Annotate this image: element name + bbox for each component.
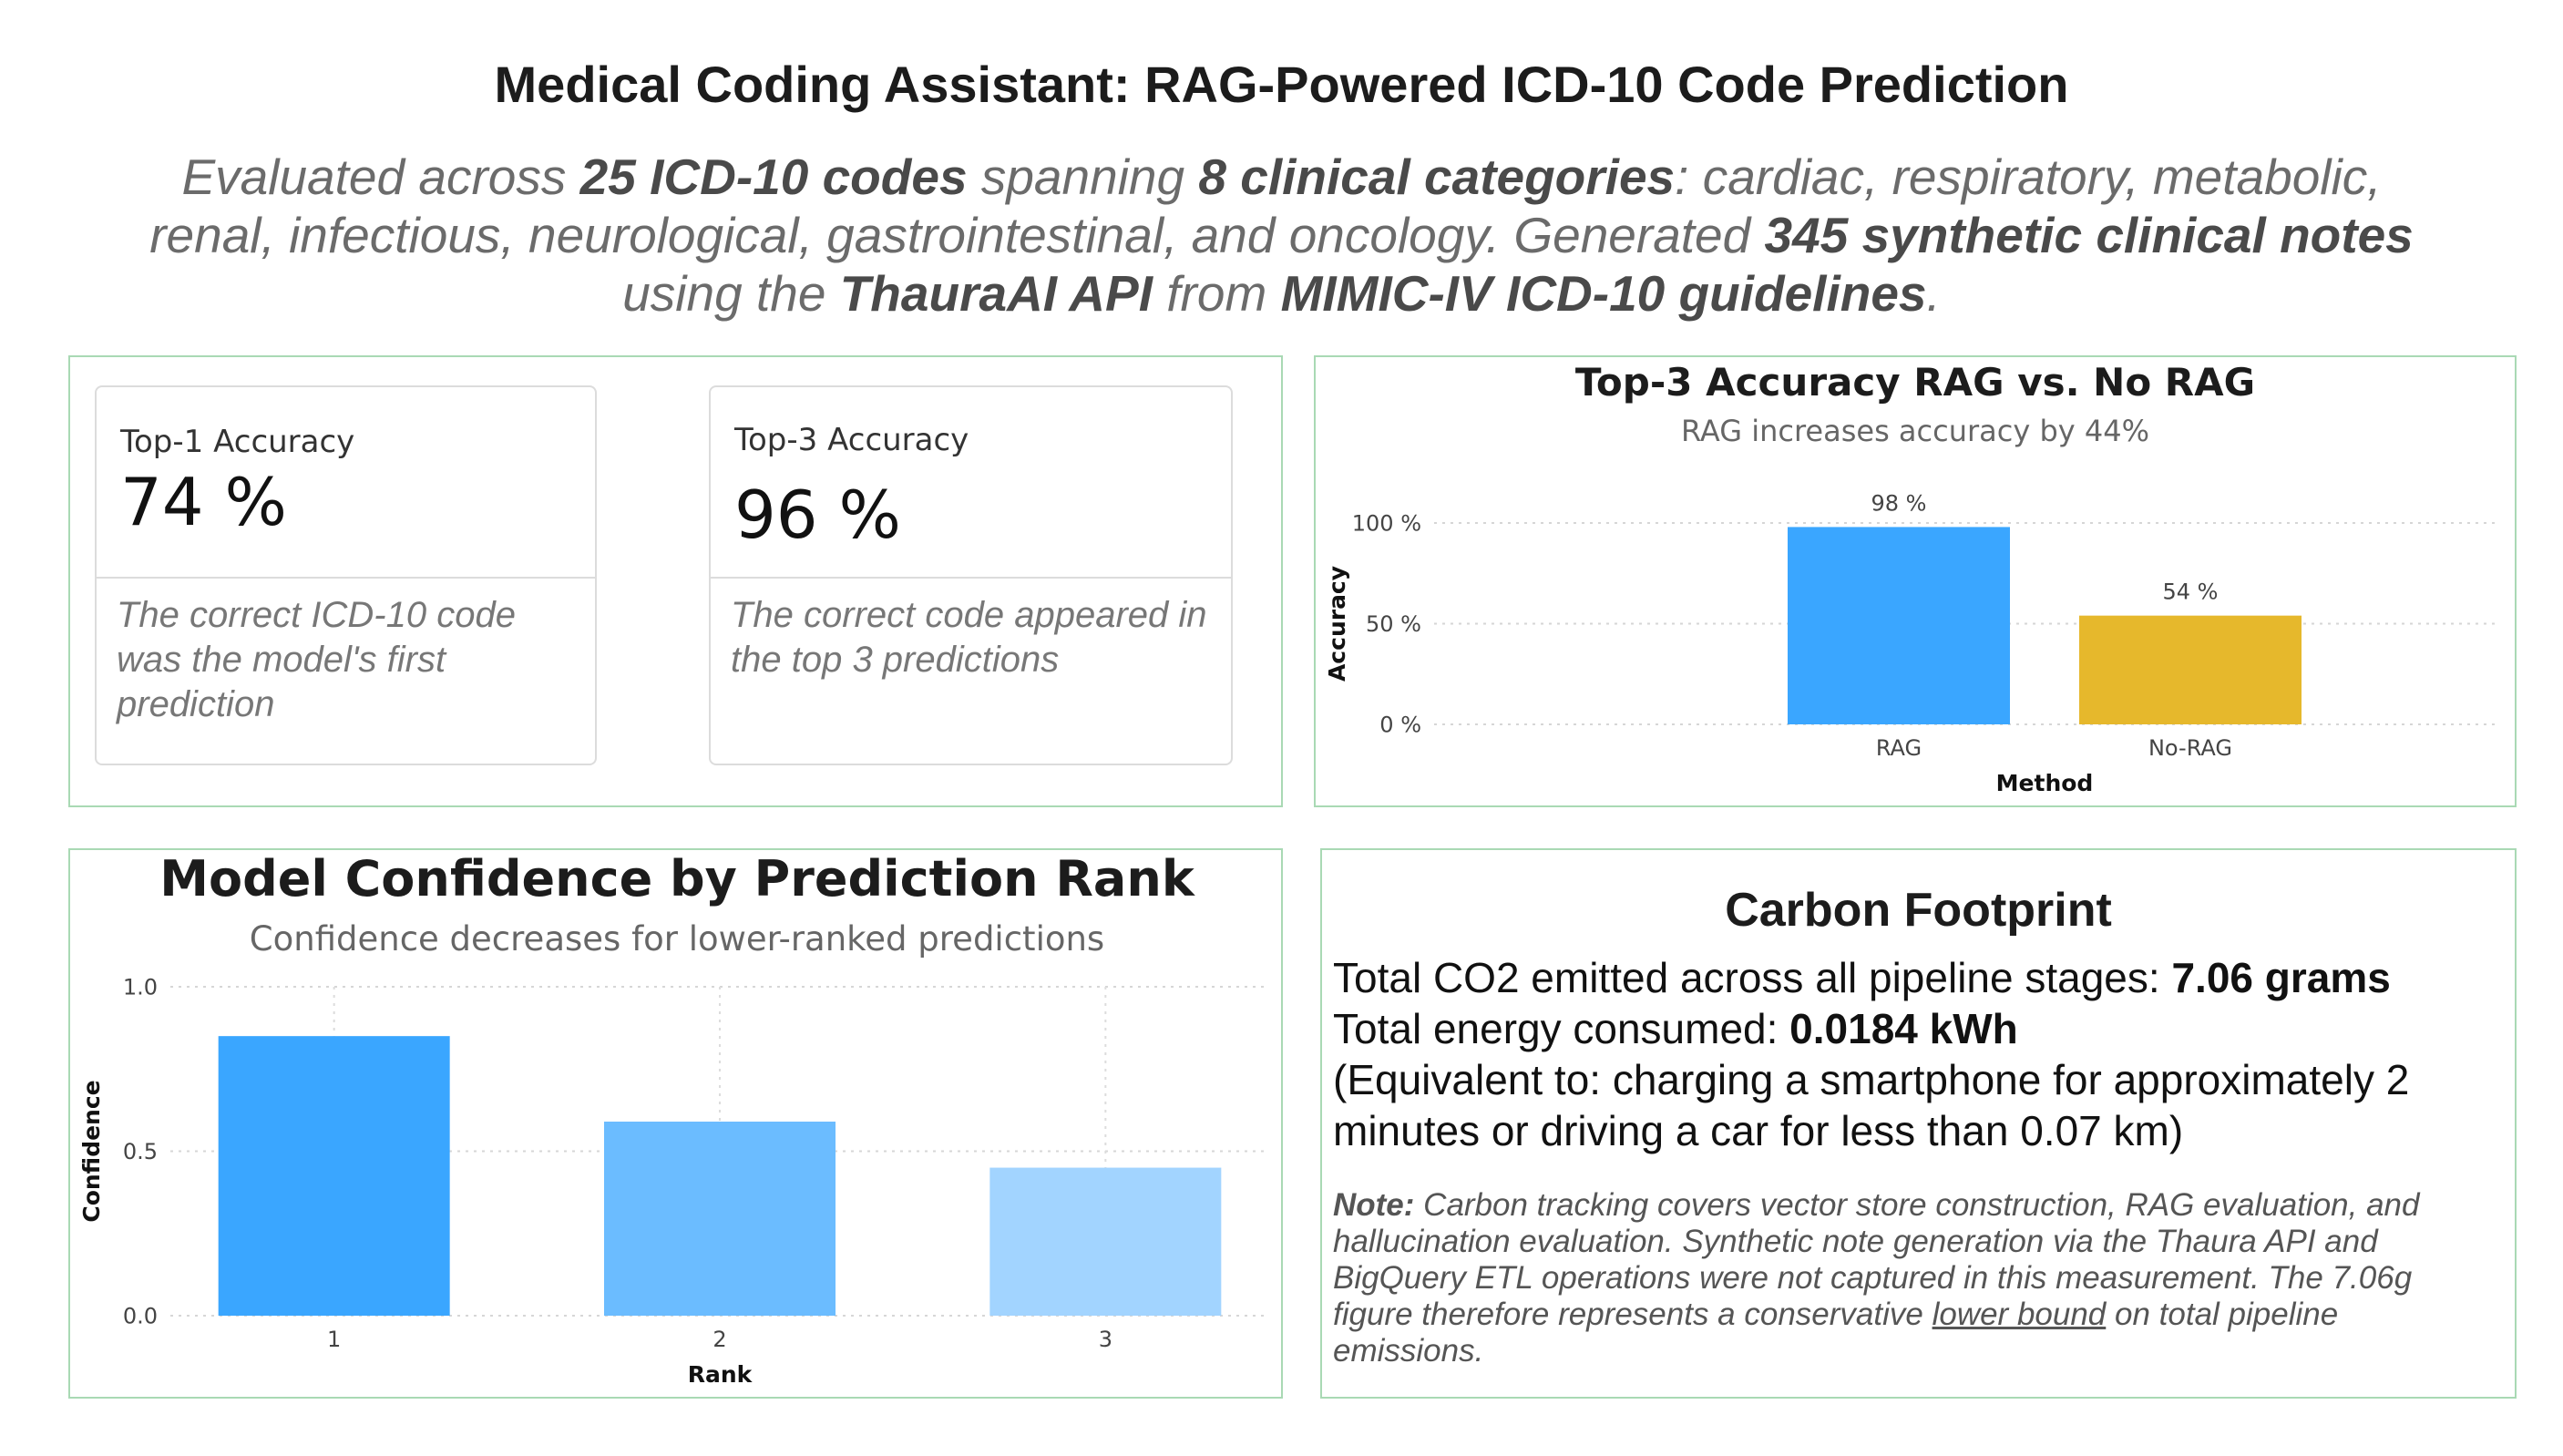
kpi-label: Top-1 Accuracy [120, 424, 355, 460]
subtitle-text-1: Evaluated across [181, 149, 580, 205]
data-label: 54 % [2163, 579, 2219, 605]
carbon-title: Carbon Footprint [1725, 884, 2112, 937]
carbon-note-text-a: Carbon tracking covers vector store cons… [1333, 1187, 2420, 1332]
y-axis-title: Accuracy [1324, 566, 1350, 682]
kpi-description: The correct code appeared in the top 3 p… [731, 595, 1207, 680]
carbon-co2-label: Total CO2 emitted across all pipeline st… [1333, 954, 2172, 1001]
kpi-label: Top-3 Accuracy [734, 422, 969, 458]
page-title: Medical Coding Assistant: RAG-Powered IC… [494, 56, 2069, 113]
subtitle-bold-guidelines: MIMIC-IV ICD-10 guidelines [1280, 265, 1927, 322]
kpi-divider [97, 577, 595, 579]
chart-title: Top-3 Accuracy RAG vs. No RAG [1575, 360, 2255, 405]
kpi-card-top1: Top-1 Accuracy 74 % The correct ICD-10 c… [95, 385, 597, 765]
kpi-divider [711, 577, 1231, 579]
subtitle-bold-categories: 8 clinical categories [1198, 149, 1676, 205]
bar-2 [604, 1122, 836, 1316]
carbon-panel: Carbon Footprint Total CO2 emitted acros… [1320, 848, 2517, 1399]
carbon-co2-value: 7.06 grams [2171, 954, 2391, 1001]
chart-title: Model Confidence by Prediction Rank [159, 850, 1195, 907]
subtitle-text-3: : cardiac, respiratory, metabolic, renal… [149, 149, 2382, 263]
x-tick-label: RAG [1876, 735, 1922, 761]
subtitle-text-6: . [1926, 265, 1941, 322]
kpi-value: 96 % [734, 477, 901, 553]
carbon-energy-label: Total energy consumed: [1333, 1005, 1790, 1052]
x-tick-label: No-RAG [2148, 735, 2232, 761]
kpi-description: The correct ICD-10 code was the model's … [117, 595, 516, 724]
rag-chart-panel: Top-3 Accuracy RAG vs. No RAG RAG increas… [1314, 355, 2517, 807]
y-tick-label: 50 % [1366, 611, 1421, 637]
carbon-co2-line: Total CO2 emitted across all pipeline st… [1333, 952, 2391, 1003]
y-tick-label: 0 % [1379, 712, 1421, 737]
bar-no-rag [2079, 615, 2302, 724]
x-axis-title: Rank [688, 1361, 754, 1388]
x-tick-label: 1 [327, 1327, 341, 1352]
confidence-chart-panel: Model Confidence by Prediction Rank Confi… [68, 848, 1283, 1399]
carbon-equivalent-line-2: minutes or driving a car for less than 0… [1333, 1107, 2184, 1154]
x-tick-label: 2 [713, 1327, 726, 1352]
rag-accuracy-chart: Top-3 Accuracy RAG vs. No RAG RAG increas… [1324, 360, 2500, 796]
carbon-energy-line: Total energy consumed: 0.0184 kWh [1333, 1003, 2018, 1054]
chart-subtitle: Confidence decreases for lower-ranked pr… [250, 919, 1104, 959]
y-tick-label: 1.0 [123, 974, 158, 1000]
bar-3 [989, 1167, 1222, 1316]
x-axis-title: Method [1996, 770, 2094, 796]
carbon-note-label: Note: [1333, 1187, 1415, 1223]
bar-1 [218, 1036, 450, 1316]
y-tick-label: 100 % [1352, 510, 1421, 536]
carbon-note-text-b: on total pipeline emissions. [1333, 1297, 2339, 1369]
chart-subtitle: RAG increases accuracy by 44% [1681, 414, 2149, 448]
carbon-energy-value: 0.0184 kWh [1789, 1005, 2018, 1052]
kpi-panel: Top-1 Accuracy 74 % The correct ICD-10 c… [68, 355, 1283, 807]
kpi-card-top3: Top-3 Accuracy 96 % The correct code app… [709, 385, 1233, 765]
subtitle-text-5: from [1153, 265, 1281, 322]
data-label: 98 % [1871, 490, 1927, 516]
subtitle-bold-codes: 25 ICD-10 codes [579, 149, 968, 205]
subtitle-bold-notes: 345 synthetic clinical notes [1764, 207, 2414, 263]
kpi-value: 74 % [120, 464, 287, 540]
carbon-note: Note: Carbon tracking covers vector stor… [1333, 1187, 2478, 1369]
y-tick-label: 0.5 [123, 1139, 158, 1164]
bar-rag [1788, 527, 2010, 724]
confidence-chart: Model Confidence by Prediction Rank Confi… [78, 850, 1269, 1388]
y-axis-title: Confidence [78, 1080, 105, 1222]
y-tick-label: 0.0 [123, 1303, 158, 1328]
carbon-note-lower-bound: lower bound [1932, 1297, 2107, 1332]
carbon-equivalent-line-1: (Equivalent to: charging a smartphone fo… [1333, 1056, 2410, 1103]
subtitle-bold-api: ThauraAI API [839, 265, 1153, 322]
page-subtitle: Evaluated across 25 ICD-10 codes spannin… [128, 148, 2435, 323]
subtitle-text-4: using the [622, 265, 840, 322]
x-tick-label: 3 [1099, 1327, 1112, 1352]
subtitle-text-2: spanning [967, 149, 1199, 205]
